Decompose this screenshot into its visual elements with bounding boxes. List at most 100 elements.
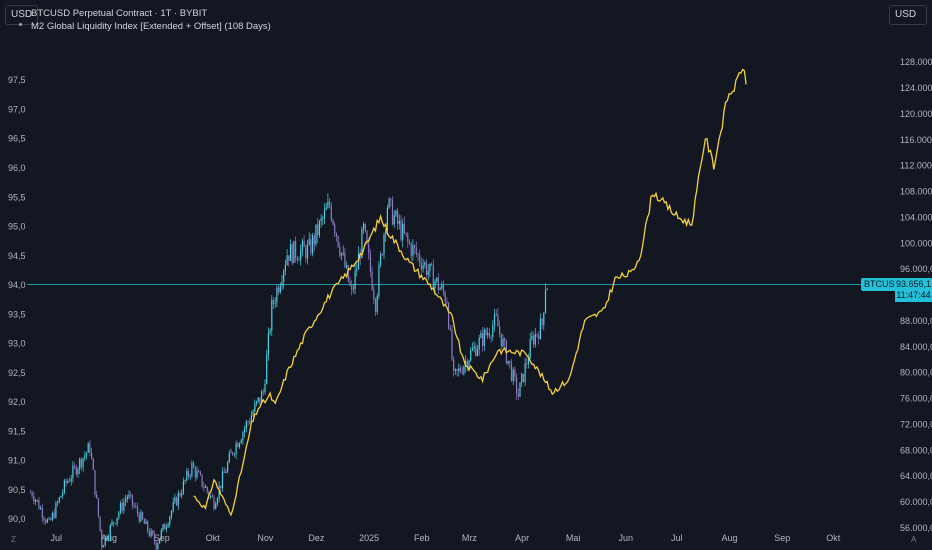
corner-right-label[interactable]: A xyxy=(911,535,917,544)
left-axis-tick: 93,0 xyxy=(8,339,26,349)
candle-body xyxy=(352,288,354,290)
right-axis-tick: 128.000,0 xyxy=(900,57,932,67)
candle-body xyxy=(130,494,132,496)
candle-body xyxy=(278,287,280,293)
candle-body xyxy=(186,470,188,481)
candle-body xyxy=(490,336,492,338)
candle-body xyxy=(131,494,133,506)
candle-body xyxy=(351,285,353,290)
candle-body xyxy=(271,299,273,331)
time-axis[interactable]: Jul Aug Sep Okt Nov Dez 2025 Feb Mrz Apr Mai Jun Jul… xyxy=(51,533,841,543)
candle-body xyxy=(493,314,496,326)
candle-body xyxy=(298,260,300,261)
candle-body xyxy=(244,428,246,433)
candle-body xyxy=(488,333,490,337)
candle-body xyxy=(538,334,540,340)
m2-liquidity-line[interactable] xyxy=(193,68,747,517)
candle-body xyxy=(70,478,72,482)
candle-body xyxy=(82,458,84,468)
candle-body xyxy=(89,443,91,453)
candle-body xyxy=(366,231,368,245)
candle-body xyxy=(174,497,176,503)
btc-candles[interactable] xyxy=(29,193,548,550)
candle-body xyxy=(240,440,242,444)
candle-body xyxy=(255,401,258,404)
candle-body xyxy=(441,285,443,289)
time-axis-tick: Apr xyxy=(515,533,529,543)
candle-body xyxy=(325,207,327,210)
candle-body xyxy=(546,289,548,291)
candle-body xyxy=(184,480,186,481)
candle-body xyxy=(121,503,123,511)
candle-body xyxy=(400,221,402,240)
candle-body xyxy=(106,536,108,540)
candle-body xyxy=(136,506,139,514)
candle-body xyxy=(424,262,426,265)
candle-body xyxy=(167,524,169,527)
candle-body xyxy=(281,282,283,287)
candle-body xyxy=(126,496,128,500)
right-unit-button[interactable]: USD xyxy=(889,5,927,25)
candle-body xyxy=(245,421,247,429)
candle-body xyxy=(397,210,399,224)
candle-body xyxy=(97,498,99,517)
right-axis-tick: 104.000,0 xyxy=(900,212,932,222)
symbol-title[interactable]: BTCUSD Perpetual Contract · 1T · BYBIT xyxy=(31,8,208,19)
candle-body xyxy=(323,209,326,219)
candle-body xyxy=(274,302,276,304)
right-axis-tick: 56.000,0 xyxy=(900,523,932,533)
candle-body xyxy=(310,239,312,254)
candle-body xyxy=(514,369,516,377)
candle-body xyxy=(238,443,241,448)
candle-body xyxy=(128,494,130,497)
candle-body xyxy=(442,285,445,293)
candle-body xyxy=(407,234,409,242)
left-axis-tick: 92,5 xyxy=(8,368,26,378)
candle-body xyxy=(463,366,465,374)
candle-body xyxy=(446,301,448,304)
candle-body xyxy=(67,480,69,483)
candle-body xyxy=(475,346,477,356)
candle-body xyxy=(485,329,487,335)
candle-body xyxy=(347,265,349,282)
candle-body xyxy=(346,265,348,268)
candle-body xyxy=(102,545,105,548)
candle-body xyxy=(448,303,450,329)
candle-body xyxy=(412,245,414,256)
candle-body xyxy=(237,443,239,448)
candle-body xyxy=(157,543,159,550)
candle-body xyxy=(181,493,183,496)
left-price-axis[interactable]: 97,5 97,0 96,5 96,0 95,5 95,0 94,5 94,0 93,5 93,0… xyxy=(8,75,26,524)
candle-body xyxy=(429,263,431,272)
candle-body xyxy=(544,290,547,313)
right-axis-tick: 76.000,0 xyxy=(900,394,932,404)
candle-body xyxy=(213,497,215,509)
candle-body xyxy=(38,499,40,509)
candle-body xyxy=(473,346,475,349)
right-axis-tick: 72.000,0 xyxy=(900,419,932,429)
candle-body xyxy=(398,221,400,224)
candle-body xyxy=(408,241,411,244)
candle-body xyxy=(77,469,79,475)
candle-body xyxy=(427,271,429,275)
candle-body xyxy=(390,198,392,200)
indicator-title[interactable]: M2 Global Liquidity Index [Extended + Of… xyxy=(31,21,271,32)
candle-body xyxy=(187,470,190,477)
candle-body xyxy=(388,198,390,208)
candle-body xyxy=(444,292,446,302)
candle-body xyxy=(431,263,433,266)
candle-body xyxy=(507,360,509,364)
candle-body xyxy=(43,517,45,521)
candle-body xyxy=(531,335,533,340)
corner-left-label[interactable]: Z xyxy=(11,535,16,544)
candle-body xyxy=(449,328,451,330)
candle-body xyxy=(317,224,319,236)
candle-body xyxy=(305,246,307,259)
candle-body xyxy=(327,201,329,208)
right-axis-tick: 80.000,0 xyxy=(900,368,932,378)
time-axis-tick: Mrz xyxy=(462,533,477,543)
candle-body xyxy=(199,472,201,475)
left-axis-tick: 90,0 xyxy=(8,514,26,524)
left-axis-tick: 96,5 xyxy=(8,134,26,144)
